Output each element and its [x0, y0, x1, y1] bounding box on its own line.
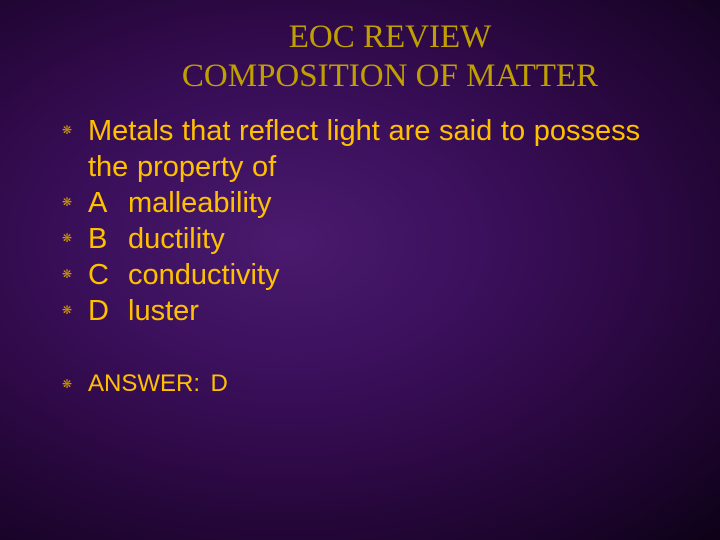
answer-row: ❋ ANSWER: D: [62, 370, 680, 399]
answer-label: ANSWER:: [88, 370, 200, 399]
question-text: Metals that reflect light are said to po…: [88, 114, 680, 186]
bullet-icon: ❋: [62, 114, 88, 146]
title-line-2: COMPOSITION OF MATTER: [100, 57, 680, 96]
option-text: luster: [128, 294, 199, 330]
bullet-icon: ❋: [62, 370, 88, 398]
option-letter: A: [88, 186, 128, 222]
bullet-icon: ❋: [62, 222, 88, 254]
slide: EOC REVIEW COMPOSITION OF MATTER ❋ Metal…: [0, 0, 720, 540]
slide-content: ❋ Metals that reflect light are said to …: [60, 114, 680, 399]
option-row: ❋ B ductility: [62, 222, 680, 258]
slide-title: EOC REVIEW COMPOSITION OF MATTER: [100, 18, 680, 96]
option-letter: D: [88, 294, 128, 330]
option-row: ❋ A malleability: [62, 186, 680, 222]
option-text: conductivity: [128, 258, 280, 294]
answer-value: D: [210, 370, 227, 399]
question-row: ❋ Metals that reflect light are said to …: [62, 114, 680, 186]
option-row: ❋ D luster: [62, 294, 680, 330]
option-letter: C: [88, 258, 128, 294]
option-text: ductility: [128, 222, 225, 258]
spacer: [62, 330, 680, 366]
bullet-icon: ❋: [62, 258, 88, 290]
title-line-1: EOC REVIEW: [100, 18, 680, 57]
bullet-icon: ❋: [62, 186, 88, 218]
bullet-icon: ❋: [62, 294, 88, 326]
option-letter: B: [88, 222, 128, 258]
option-row: ❋ C conductivity: [62, 258, 680, 294]
option-text: malleability: [128, 186, 271, 222]
